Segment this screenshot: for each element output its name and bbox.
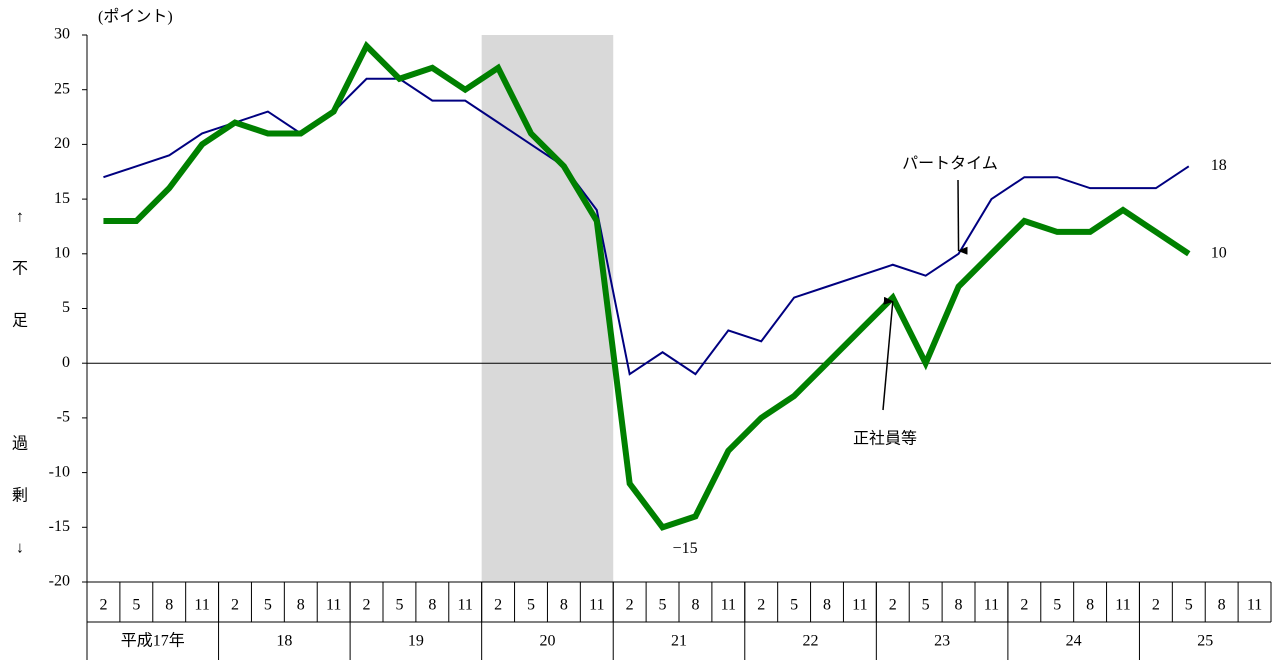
group-label: 平成17年 [121,632,185,650]
shaded-period [481,35,614,582]
series-annotation: パートタイム [902,155,998,173]
x-tick-label: 11 [194,597,209,614]
y-tick-label: -5 [57,409,70,426]
group-label: 20 [539,633,555,650]
series-annotation: 正社員等 [853,430,917,448]
side-label: 不 [12,261,28,278]
group-label: 24 [1066,633,1082,650]
x-tick-label: 2 [1020,597,1028,614]
value-label: 18 [1211,157,1227,174]
series-line [103,77,1190,376]
annotation-arrow [882,296,894,411]
y-tick-label: 20 [54,135,70,152]
side-label: 過 [12,435,28,453]
x-tick-label: 8 [955,597,963,614]
x-tick-label: 2 [231,597,239,614]
group-label: 18 [276,633,292,650]
x-tick-label: 2 [626,597,634,614]
x-tick-label: 11 [589,597,604,614]
x-tick-label: 11 [1247,597,1262,614]
y-tick-label: 10 [54,244,70,261]
x-tick-label: 2 [757,597,765,614]
x-tick-label: 2 [1152,597,1160,614]
side-label: 剰 [12,487,28,505]
x-tick-label: 11 [852,597,867,614]
x-tick-label: 5 [1185,597,1193,614]
x-tick-label: 11 [721,597,736,614]
x-tick-label: 5 [790,597,798,614]
x-tick-label: 11 [984,597,999,614]
y-tick-label: 30 [54,26,70,43]
x-tick-label: 8 [297,597,305,614]
x-tick-label: 5 [527,597,535,614]
x-tick-label: 2 [99,597,107,614]
x-tick-label: 8 [165,597,173,614]
annotation-arrow [957,179,968,255]
x-tick-label: 11 [458,597,473,614]
y-axis-label: (ポイント) [98,8,173,26]
x-tick-label: 5 [1053,597,1061,614]
series-line [103,40,1191,531]
y-tick-label: 15 [54,190,70,207]
x-tick-label: 2 [363,597,371,614]
x-tick-label: 2 [494,597,502,614]
x-tick-label: 11 [326,597,341,614]
group-label: 22 [803,633,819,650]
group-label: 21 [671,633,687,650]
y-tick-label: 5 [62,299,70,316]
side-label: ↓ [16,540,24,557]
x-tick-label: 2 [889,597,897,614]
x-tick-label: 8 [428,597,436,614]
value-label: 10 [1211,244,1227,261]
x-tick-label: 11 [1115,597,1130,614]
x-tick-label: 8 [1086,597,1094,614]
group-label: 19 [408,633,424,650]
y-tick-label: 0 [62,354,70,371]
group-label: 23 [934,633,950,650]
x-tick-label: 5 [922,597,930,614]
y-tick-label: -10 [49,463,70,480]
x-tick-label: 5 [395,597,403,614]
x-tick-label: 5 [659,597,667,614]
group-label: 25 [1197,633,1213,650]
x-tick-label: 5 [132,597,140,614]
y-tick-label: -20 [49,573,70,590]
x-tick-label: 8 [823,597,831,614]
y-tick-label: 25 [54,80,70,97]
x-tick-label: 8 [691,597,699,614]
x-tick-label: 8 [1218,597,1226,614]
x-tick-label: 5 [264,597,272,614]
side-label: ↑ [16,209,24,226]
side-label: 足 [12,313,28,330]
value-label: −15 [673,540,698,557]
x-tick-label: 8 [560,597,568,614]
y-tick-label: -15 [49,518,70,535]
